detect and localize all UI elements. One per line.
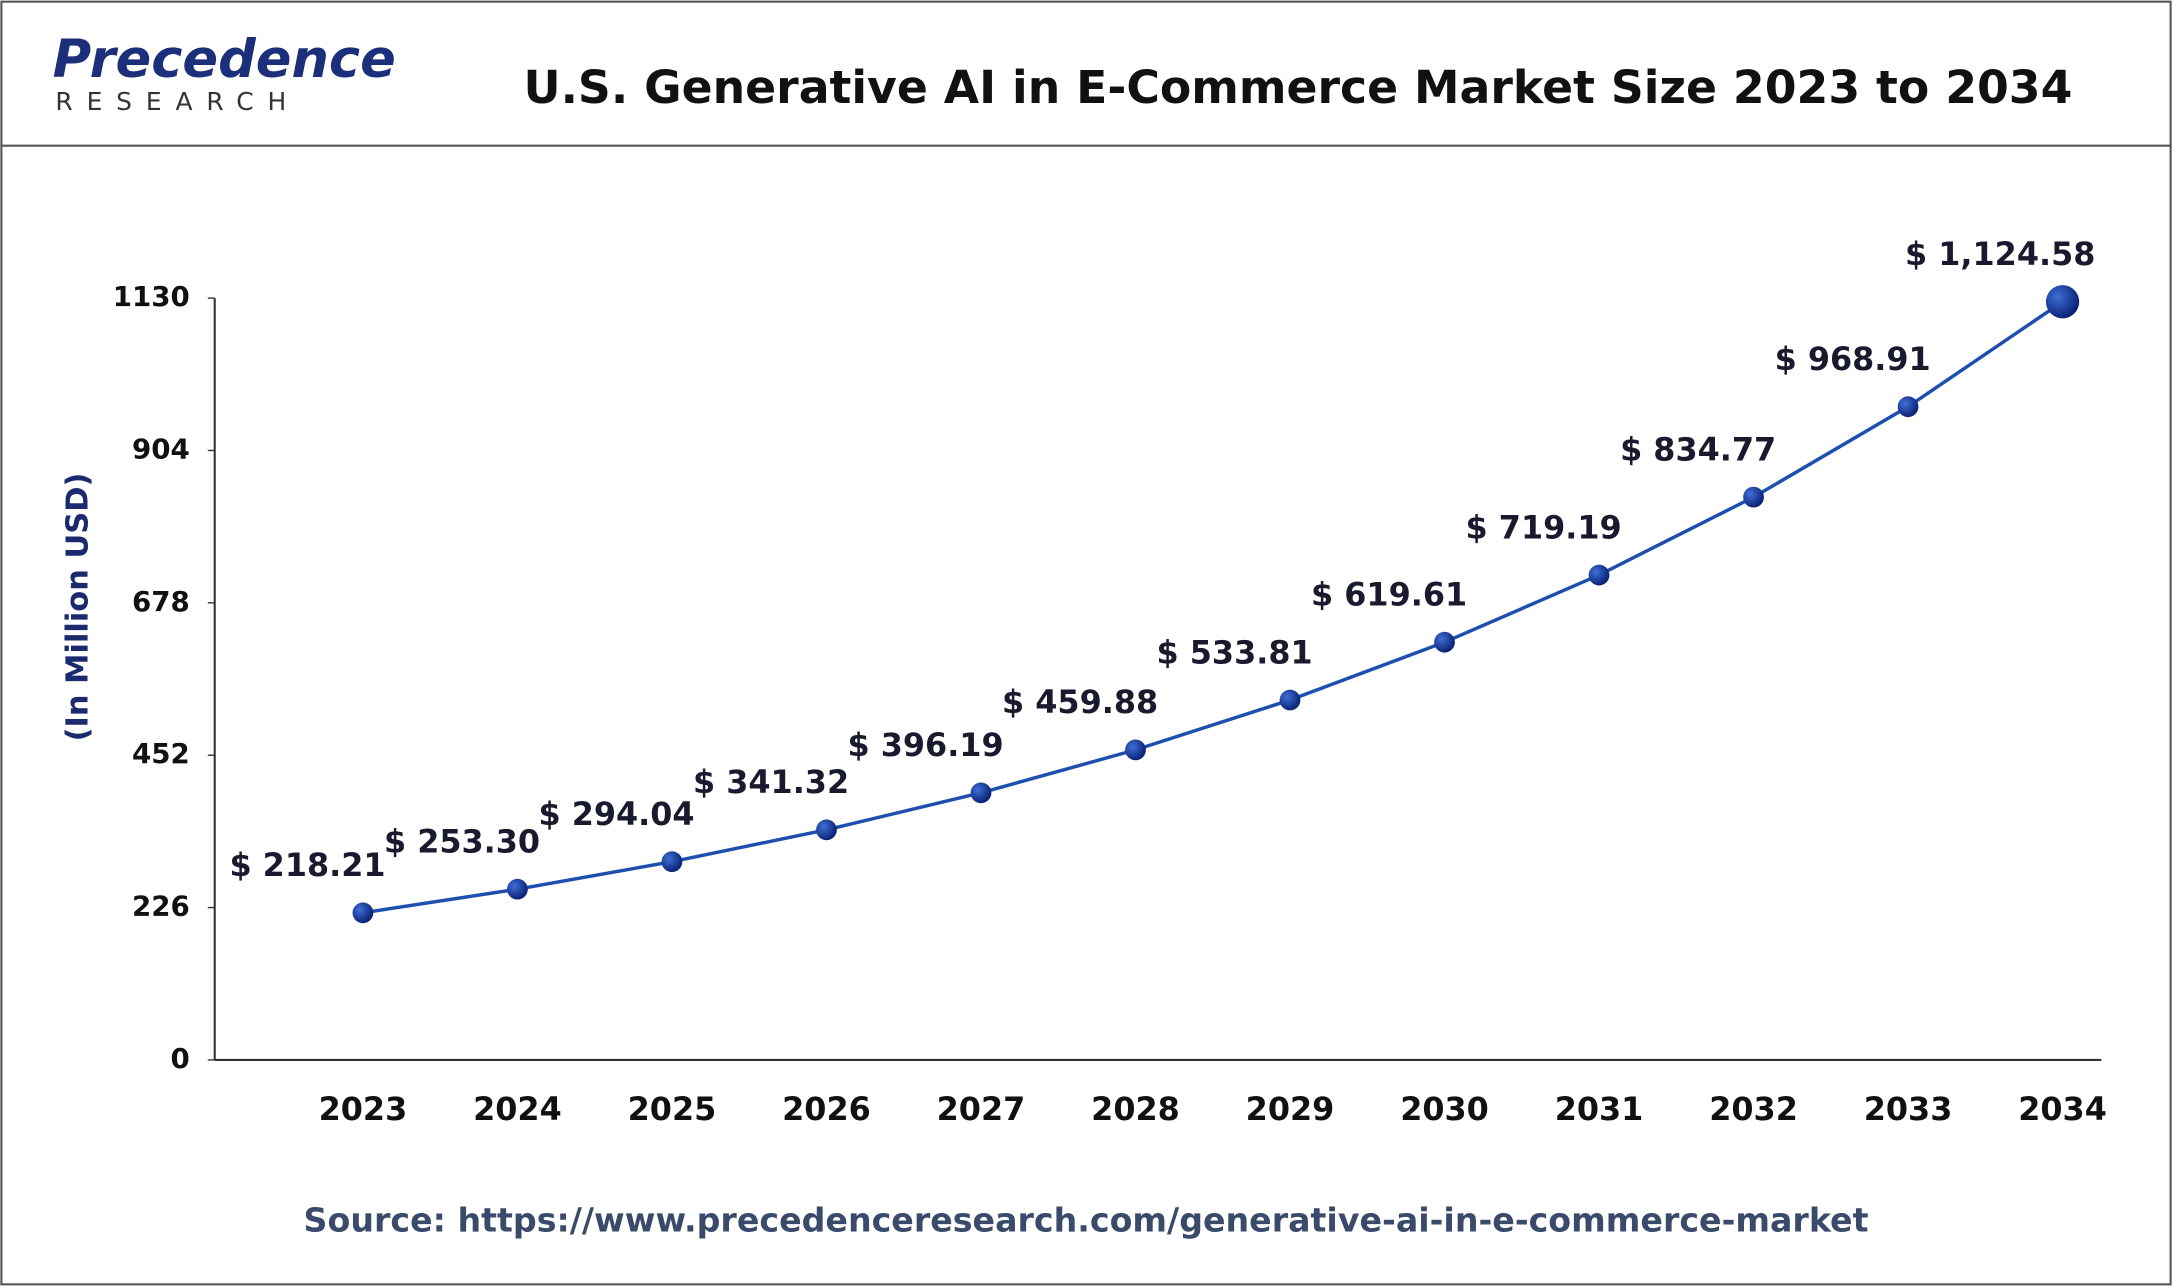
x-tick-label: 2024 <box>473 1090 562 1128</box>
x-tick-label: 2033 <box>1864 1090 1953 1128</box>
x-tick-label: 2027 <box>937 1090 1026 1128</box>
data-label: $ 719.19 <box>1466 508 1622 546</box>
data-label: $ 834.77 <box>1620 430 1776 468</box>
data-label: $ 294.04 <box>538 795 694 833</box>
data-label: $ 341.32 <box>693 763 849 801</box>
source: Source: https://www.precedenceresearch.c… <box>304 1201 1869 1240</box>
x-tick-label: 2034 <box>2018 1090 2107 1128</box>
x-tick-label: 2032 <box>1709 1090 1798 1128</box>
data-point <box>1897 396 1919 418</box>
data-label: $ 253.30 <box>384 822 540 860</box>
data-label: $ 218.21 <box>229 846 385 884</box>
data-label: $ 533.81 <box>1157 633 1313 671</box>
data-point <box>970 782 992 804</box>
chart-title: U.S. Generative AI in E-Commerce Market … <box>523 61 2072 114</box>
x-tick-label: 2029 <box>1246 1090 1335 1128</box>
x-tick-label: 2026 <box>782 1090 871 1128</box>
data-point <box>1588 564 1610 586</box>
logo-tagline: RESEARCH <box>55 87 300 116</box>
y-tick-label: 904 <box>132 432 190 465</box>
y-axis-label: (In Million USD) <box>60 473 95 742</box>
x-tick-label: 2030 <box>1400 1090 1489 1128</box>
data-point <box>1125 739 1146 761</box>
data-point <box>1743 486 1764 508</box>
x-tick-label: 2028 <box>1091 1090 1180 1128</box>
x-tick-label: 2023 <box>319 1090 408 1128</box>
data-label: $ 459.88 <box>1002 683 1158 721</box>
x-tick-label: 2025 <box>628 1090 717 1128</box>
data-point <box>507 878 528 900</box>
series-line <box>362 300 2064 915</box>
data-label: $ 1,124.58 <box>1905 235 2095 273</box>
data-label: $ 619.61 <box>1311 575 1467 613</box>
data-label: $ 968.91 <box>1775 340 1931 378</box>
y-tick-label: 452 <box>132 737 190 770</box>
y-tick-label: 226 <box>132 890 190 923</box>
y-tick-label: 0 <box>171 1042 190 1075</box>
data-point <box>1434 631 1455 653</box>
data-label: $ 396.19 <box>848 726 1004 764</box>
data-point <box>816 819 837 841</box>
logo-name: Precedence <box>53 29 396 90</box>
data-point <box>352 902 374 924</box>
x-tick-label: 2031 <box>1555 1090 1644 1128</box>
y-tick-label: 678 <box>132 585 190 618</box>
data-point <box>661 851 683 873</box>
y-tick-label: 1130 <box>113 280 190 313</box>
data-point <box>2045 285 2080 319</box>
data-point <box>1279 689 1301 711</box>
